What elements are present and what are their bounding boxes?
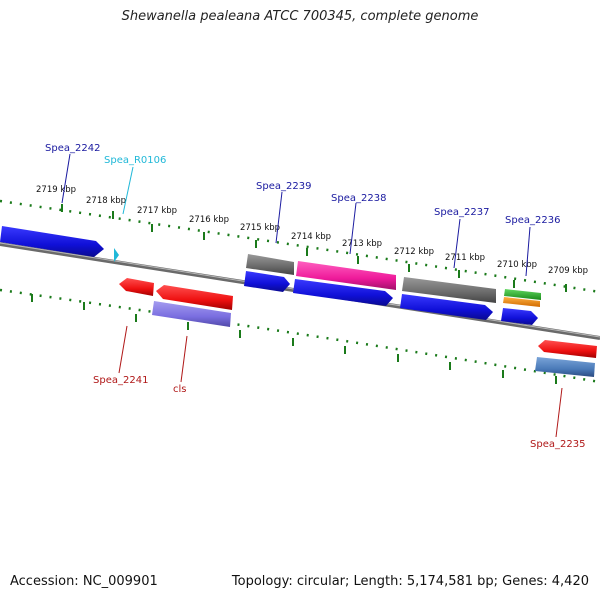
gene-label-spea-2237: Spea_2237	[434, 207, 489, 218]
gene-arrow-spea-2241[interactable]	[119, 278, 154, 296]
map-title: Shewanella pealeana ATCC 700345, complet…	[121, 9, 479, 24]
gene-block-spea-2238-pink[interactable]	[296, 261, 396, 290]
genome-summary: Topology: circular; Length: 5,174,581 bp…	[231, 574, 589, 589]
kbp-label: 2716 kbp	[189, 215, 229, 225]
upper-major-ticks	[61, 204, 567, 292]
gene-arrow-spea-2239[interactable]	[244, 271, 290, 292]
kbp-label: 2710 kbp	[497, 260, 537, 270]
gene-arrow-spea-2235[interactable]	[538, 340, 597, 358]
accession-label: Accession: NC_009901	[10, 574, 158, 589]
kbp-label: 2714 kbp	[291, 232, 331, 242]
gene-block-spea-2239-gray[interactable]	[246, 254, 294, 275]
kbp-label: 2711 kbp	[445, 253, 485, 263]
upper-tick-ring	[0, 199, 600, 294]
lower-major-ticks	[31, 294, 557, 384]
leader-lines	[61, 153, 563, 438]
lower-tick-ring	[0, 288, 600, 384]
gene-label-spea-2235: Spea_2235	[530, 439, 585, 450]
gene-label-spea-2242: Spea_2242	[45, 143, 100, 154]
reverse-strand-features	[119, 278, 597, 377]
gene-arrow-spea-2242[interactable]	[0, 226, 104, 257]
gene-block-spea-2236-orange[interactable]	[503, 297, 540, 307]
kbp-label: 2717 kbp	[137, 206, 177, 216]
gene-arrow-spea-2237[interactable]	[400, 294, 493, 320]
gene-label-spea-2241: Spea_2241	[93, 375, 148, 386]
gene-block-cls-purple[interactable]	[152, 301, 231, 327]
gene-label-spea-2236: Spea_2236	[505, 215, 560, 226]
gene-label-cls: cls	[173, 384, 187, 395]
gene-block-spea-2235-steel[interactable]	[535, 357, 595, 377]
kbp-label: 2712 kbp	[394, 247, 434, 257]
kbp-label: 2718 kbp	[86, 196, 126, 206]
gene-label-spea-2239: Spea_2239	[256, 181, 311, 192]
rna-arrow-spea-r0106[interactable]	[114, 248, 119, 262]
gene-block-spea-2236-green[interactable]	[504, 289, 541, 300]
gene-label-spea-2238: Spea_2238	[331, 193, 386, 204]
gene-arrow-spea-2236[interactable]	[501, 308, 538, 325]
kbp-label: 2713 kbp	[342, 239, 382, 249]
kbp-label: 2715 kbp	[240, 223, 280, 233]
forward-strand-features	[0, 226, 541, 325]
gene-block-spea-2237-gray[interactable]	[402, 277, 496, 303]
gene-arrow-cls[interactable]	[156, 285, 233, 310]
kbp-label: 2719 kbp	[36, 185, 76, 195]
gene-labels: Spea_2242 Spea_R0106 Spea_2239 Spea_2238…	[45, 143, 585, 450]
gene-label-spea-r0106: Spea_R0106	[104, 155, 166, 166]
kbp-label: 2709 kbp	[548, 266, 588, 276]
kbp-labels: 2719 kbp 2718 kbp 2717 kbp 2716 kbp 2715…	[36, 185, 588, 276]
gene-arrow-spea-2238[interactable]	[293, 279, 393, 306]
